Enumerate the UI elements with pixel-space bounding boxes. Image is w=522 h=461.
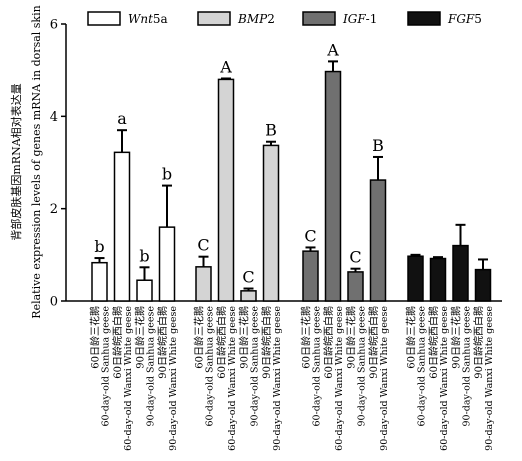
legend-label-italic: IGF (342, 12, 366, 26)
category-label-chinese: 90日龄三花鹅 (134, 306, 147, 369)
legend-label-plain: 5a (153, 12, 168, 26)
legend-label: IGF-1 (342, 12, 377, 26)
bar (324, 70, 342, 302)
category-label-english: 60-day-old Sanhua geese (205, 306, 216, 427)
significance-label: C (349, 248, 361, 267)
significance-label: b (162, 165, 172, 184)
legend-label-italic: FGF (447, 12, 475, 26)
series-bmp2: C 60日龄三花鹅 60-day-old Sanhua geese A 60日龄皖西白鹅… (193, 57, 284, 450)
legend-label: BMP2 (237, 12, 275, 26)
category-label-chinese: 90日龄皖西白鹅 (367, 306, 380, 379)
category-label-chinese: 90日龄皖西白鹅 (472, 306, 485, 379)
category-label-chinese: 90日龄三花鹅 (238, 306, 251, 369)
category-label-chinese: 60日龄三花鹅 (300, 306, 313, 369)
bar (407, 255, 424, 302)
bar (347, 271, 364, 302)
bar (136, 279, 153, 302)
category-label-english: 60-day-old Sanhua geese (312, 306, 323, 427)
category-label-english: 60-day-old Wanxi White geese (439, 306, 450, 451)
category-label-english: 90-day-old Sanhua geese (357, 306, 368, 427)
significance-label: B (265, 121, 277, 140)
category-label-chinese: 90日龄三花鹅 (345, 306, 358, 369)
legend-label-italic: Wnt (128, 12, 153, 26)
category-label-chinese: 60日龄三花鹅 (193, 306, 206, 369)
bar (262, 144, 280, 302)
y-axis-title-chinese: 背部皮肤基因mRNA相对表达量 (9, 83, 23, 240)
legend-swatch (302, 11, 336, 26)
significance-label: A (326, 40, 339, 59)
legend-swatch (407, 11, 441, 26)
category-label-chinese: 90日龄三花鹅 (450, 306, 463, 369)
significance-label: C (242, 268, 254, 287)
significance-label: C (197, 236, 209, 255)
category-label-english: 90-day-old Wanxi White geese (272, 306, 283, 451)
bar (91, 261, 108, 302)
legend-label-italic: BMP (237, 12, 268, 26)
y-tick-label: 0 (50, 295, 58, 310)
legend-label-plain: -1 (366, 12, 378, 26)
bar (113, 151, 131, 302)
category-label-chinese: 60日龄皖西白鹅 (322, 306, 335, 379)
legend-label: Wnt5a (128, 12, 168, 26)
category-label-english: 90-day-old Wanxi White geese (168, 306, 179, 451)
bar (452, 244, 469, 302)
bar (429, 257, 447, 302)
legend-label-plain: 2 (267, 12, 275, 26)
category-label-chinese: 60日龄皖西白鹅 (427, 306, 440, 379)
series-fgf5: 60日龄三花鹅 60-day-old Sanhua geese 60日龄皖西白鹅 60… (405, 223, 495, 451)
significance-label: B (372, 136, 384, 155)
significance-label: a (117, 109, 127, 128)
series-igf-1: C 60日龄三花鹅 60-day-old Sanhua geese A 60日龄皖西白鹅… (300, 40, 391, 450)
y-axis-title-english: Relative expression levels of genes mRNA… (30, 5, 43, 318)
category-label-english: 60-day-old Wanxi White geese (227, 306, 238, 451)
y-tick-label: 6 (50, 18, 58, 33)
legend-label-plain: 5 (474, 12, 482, 26)
bar (369, 179, 387, 302)
bar (158, 226, 176, 302)
category-label-english: 60-day-old Sanhua geese (101, 306, 112, 427)
bar (240, 290, 257, 302)
bar (217, 78, 235, 302)
bar (302, 250, 319, 302)
category-label-chinese: 60日龄皖西白鹅 (215, 306, 228, 379)
category-label-chinese: 90日龄皖西白鹅 (260, 306, 273, 379)
legend-swatch (197, 11, 231, 26)
category-label-english: 90-day-old Sanhua geese (146, 306, 157, 427)
significance-label: b (139, 246, 149, 265)
category-label-chinese: 60日龄皖西白鹅 (111, 306, 124, 379)
significance-label: b (94, 237, 104, 256)
category-label-chinese: 60日龄三花鹅 (405, 306, 418, 369)
significance-label: A (219, 57, 232, 76)
category-label-english: 90-day-old Wanxi White geese (484, 306, 495, 451)
category-label-english: 60-day-old Wanxi White geese (334, 306, 345, 451)
category-label-english: 90-day-old Sanhua geese (250, 306, 261, 427)
category-label-english: 60-day-old Wanxi White geese (123, 306, 134, 451)
category-label-english: 60-day-old Sanhua geese (417, 306, 428, 427)
category-label-chinese: 90日龄皖西白鹅 (156, 306, 169, 379)
significance-label: C (304, 226, 316, 245)
legend-swatch (87, 11, 121, 26)
y-tick-label: 2 (50, 202, 58, 217)
legend: Wnt5a BMP2 IGF-1 FGF5 (87, 11, 482, 26)
bar (195, 266, 212, 302)
legend-label: FGF5 (447, 12, 482, 26)
category-label-chinese: 60日龄三花鹅 (89, 306, 102, 369)
bar (474, 268, 492, 302)
category-label-english: 90-day-old Wanxi White geese (379, 306, 390, 451)
series-wnt5a: b 60日龄三花鹅 60-day-old Sanhua geese a 60日龄皖西白鹅… (89, 109, 180, 451)
category-label-english: 90-day-old Sanhua geese (462, 306, 473, 427)
y-tick-label: 4 (50, 110, 58, 125)
